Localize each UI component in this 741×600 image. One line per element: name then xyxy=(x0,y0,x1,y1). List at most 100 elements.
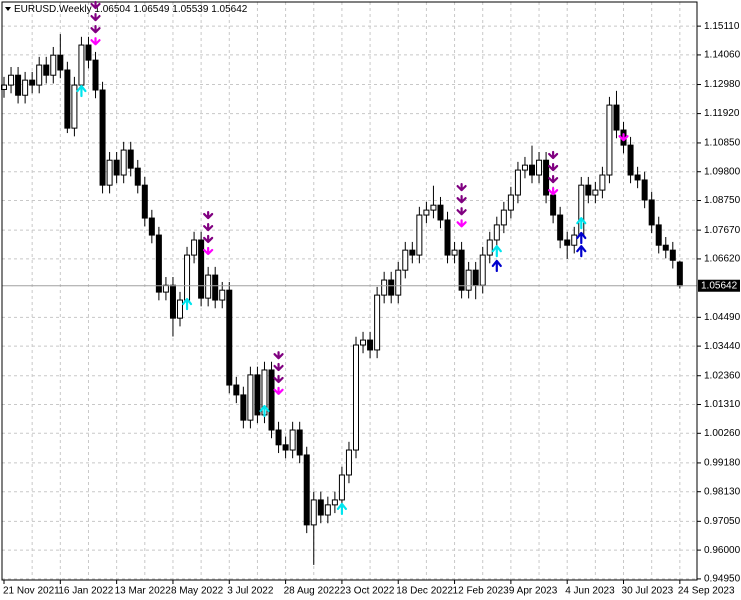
candle-body xyxy=(303,454,310,526)
x-tick-label: 8 May 2022 xyxy=(171,586,224,597)
candle-body xyxy=(184,254,191,301)
current-price-label: 1.05642 xyxy=(701,280,738,291)
candle-body xyxy=(599,174,606,191)
close-value: 1.05642 xyxy=(211,4,248,15)
candle-body xyxy=(465,269,472,291)
signal-arrow xyxy=(491,259,502,273)
candle-body xyxy=(22,79,29,96)
signal-arrow xyxy=(273,374,284,384)
signal-arrow xyxy=(203,223,214,232)
y-tick-label: 1.10850 xyxy=(704,138,741,149)
y-tick-label: 1.01310 xyxy=(704,399,741,410)
candle-body xyxy=(514,169,521,196)
candle-body xyxy=(275,429,282,446)
candle-body xyxy=(324,504,331,516)
candle-body xyxy=(212,274,219,301)
signal-arrow xyxy=(456,195,467,204)
x-tick-label: 30 Jul 2023 xyxy=(622,586,674,597)
candle-body xyxy=(57,54,64,71)
x-tick-label: 9 Apr 2023 xyxy=(509,586,558,597)
signal-arrow xyxy=(456,219,467,228)
candle-body xyxy=(486,239,493,256)
signal-arrow xyxy=(618,133,629,142)
candle-body xyxy=(648,199,655,226)
candle-body xyxy=(472,269,479,286)
signal-arrow xyxy=(259,404,270,418)
candle-body xyxy=(50,54,57,76)
x-tick-label: 28 Aug 2022 xyxy=(284,586,341,597)
candle-body xyxy=(662,244,669,251)
signal-arrow xyxy=(548,150,559,160)
signal-arrow xyxy=(203,210,214,220)
candle-body xyxy=(205,274,212,299)
candle-body xyxy=(564,239,571,246)
signal-arrow xyxy=(273,351,284,360)
y-tick-label: 1.06620 xyxy=(704,254,741,265)
header-toggle[interactable] xyxy=(5,7,11,11)
candle-body xyxy=(402,249,409,271)
candle-body xyxy=(479,254,486,286)
candle-body xyxy=(254,374,261,416)
candle-body xyxy=(247,374,254,421)
open-value: 1.06504 xyxy=(94,4,131,15)
candle-body xyxy=(627,144,634,176)
candle-body xyxy=(134,167,141,186)
candle-body xyxy=(585,184,592,196)
y-tick-label: 1.00260 xyxy=(704,428,741,439)
candle-body xyxy=(338,474,345,501)
chart-header: EURUSD.Weekly 1.06504 1.06549 1.05539 1.… xyxy=(14,4,248,15)
signal-arrow xyxy=(456,182,467,192)
candle-body xyxy=(71,84,78,129)
candle-body xyxy=(169,284,176,319)
y-tick-label: 1.07670 xyxy=(704,225,741,236)
candle-body xyxy=(99,89,106,186)
candle-body xyxy=(219,289,226,301)
y-tick-label: 0.98130 xyxy=(704,486,741,497)
candle-body xyxy=(43,64,50,76)
candle-body xyxy=(500,209,507,226)
signal-arrow xyxy=(273,362,284,372)
y-tick-label: 0.94950 xyxy=(704,574,741,585)
candle-body xyxy=(430,204,437,211)
candle-body xyxy=(268,369,275,431)
y-tick-label: 1.14060 xyxy=(704,50,741,61)
signal-arrow xyxy=(203,234,214,244)
y-tick-label: 0.96000 xyxy=(704,545,741,556)
candle-body xyxy=(198,239,205,299)
candle-body xyxy=(381,279,388,296)
plot-frame xyxy=(1,1,698,581)
candle-body xyxy=(127,149,134,169)
candle-body xyxy=(345,449,352,476)
candle-body xyxy=(458,249,465,291)
candle-body xyxy=(571,234,578,246)
signal-arrow xyxy=(576,231,587,245)
candle-body xyxy=(85,44,92,61)
candle-body xyxy=(148,217,155,236)
x-tick-label: 16 Jan 2022 xyxy=(58,586,113,597)
x-tick-label: 23 Oct 2022 xyxy=(340,586,395,597)
candle-body xyxy=(529,164,535,176)
candle-body xyxy=(36,64,43,86)
candle-body xyxy=(550,194,557,216)
signal-arrow xyxy=(203,246,214,256)
symbol: EURUSD.Weekly xyxy=(14,4,92,15)
candle-body xyxy=(233,384,240,396)
candle-body xyxy=(444,219,451,256)
y-tick-label: 1.04490 xyxy=(704,312,741,323)
signal-arrow xyxy=(273,386,284,395)
high-value: 1.06549 xyxy=(133,4,170,15)
candle-body xyxy=(409,249,416,256)
candle-body xyxy=(521,164,528,171)
candle-body xyxy=(669,249,676,261)
signal-arrow xyxy=(181,297,193,311)
candle-body xyxy=(423,209,430,216)
candle-body xyxy=(331,499,338,506)
y-tick-label: 1.15110 xyxy=(704,21,740,32)
candle-body xyxy=(613,104,620,131)
candle-body xyxy=(282,444,289,451)
candle-body xyxy=(29,79,36,86)
x-tick-label: 24 Sep 2023 xyxy=(678,586,735,597)
signal-arrow xyxy=(548,187,559,196)
